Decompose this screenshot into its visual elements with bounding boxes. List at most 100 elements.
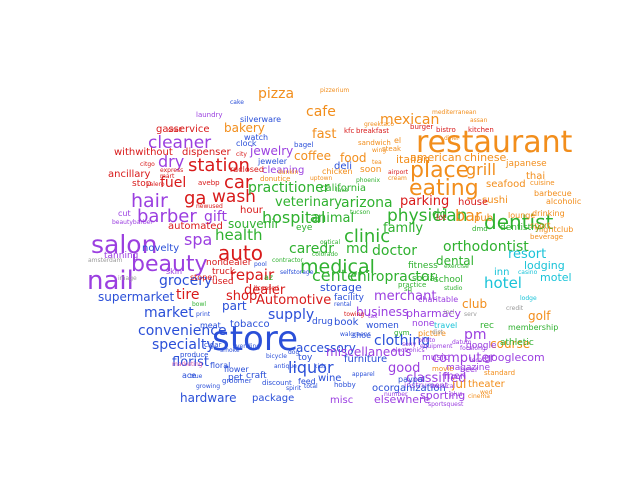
word: convenience [138, 323, 227, 339]
word: dental [436, 254, 474, 268]
word: watch [244, 133, 269, 142]
word: cut [118, 209, 131, 218]
word: package [252, 393, 295, 404]
word: music [422, 353, 449, 363]
word: barber [137, 206, 197, 227]
word: cigar [204, 341, 222, 349]
word: medical [300, 256, 375, 278]
word: travel [434, 321, 458, 330]
word: computer [432, 351, 495, 366]
word: center [312, 266, 364, 285]
word: california [320, 183, 367, 194]
word: chinese [464, 151, 507, 164]
word: membership [508, 323, 559, 332]
word: dmd [472, 225, 488, 233]
word: bagel [294, 141, 314, 149]
word: towing [344, 311, 365, 318]
word: craft [246, 371, 267, 381]
word: health [215, 226, 263, 244]
word: tea [372, 159, 382, 166]
word: airport [388, 169, 409, 176]
word: automated [168, 221, 223, 232]
word: mediterranean [432, 109, 477, 116]
word: misc [330, 395, 354, 406]
word: amsterdam [88, 257, 123, 264]
word: photo [418, 337, 436, 344]
word: total [304, 383, 318, 390]
word: food [340, 151, 367, 165]
word: good [388, 361, 421, 376]
word: merchant [374, 289, 437, 304]
word: stop [132, 179, 152, 189]
word: pet [228, 373, 243, 383]
word: google [466, 341, 497, 351]
word: withwithout [114, 147, 173, 158]
word: flower [224, 365, 249, 374]
word: eating [409, 176, 479, 201]
word: veterinary [275, 195, 342, 210]
word: cleaning [262, 165, 305, 176]
word: ace [182, 371, 197, 380]
word: japanese [506, 159, 547, 169]
word: alcoholic [546, 197, 582, 206]
word: men [444, 371, 467, 382]
word: specialty [152, 337, 215, 353]
word: casino [518, 269, 538, 276]
word: discount [262, 379, 292, 387]
word: cleaner [148, 133, 212, 153]
word: toy [298, 353, 313, 363]
word: sandwich [358, 139, 391, 147]
word: florist [172, 355, 209, 370]
word: mart [160, 173, 175, 180]
word: colorado [312, 251, 338, 258]
word: assan [470, 117, 488, 124]
word: jewelry [250, 144, 294, 158]
word: social [412, 274, 438, 284]
word: ocorganization [372, 383, 446, 394]
word: athletic [500, 338, 534, 348]
word: dog [288, 349, 300, 356]
word: shop [226, 289, 258, 304]
word: station [188, 155, 250, 176]
word: book [334, 317, 359, 328]
word: silverware [240, 115, 282, 124]
word: number [384, 391, 408, 398]
word: practice [398, 281, 427, 289]
word: steak [382, 145, 402, 153]
word: hair [131, 190, 168, 212]
word: dry [158, 152, 185, 171]
word: house [458, 197, 489, 208]
word: drug [312, 317, 333, 327]
word: cake [230, 99, 244, 106]
word: seafood [486, 179, 526, 190]
word: chicken [322, 167, 353, 176]
word: optical [320, 239, 341, 246]
word: kids [314, 363, 327, 370]
word: hotel [484, 274, 522, 292]
word: nightclub [536, 225, 574, 234]
word: chiropractor [350, 269, 436, 285]
word: cream [388, 175, 407, 182]
word: credit [506, 305, 524, 312]
word: beer [460, 365, 479, 374]
word: hardware [180, 391, 237, 405]
word: studio [444, 285, 463, 292]
word: laundry [196, 111, 223, 119]
word: apparel [352, 371, 375, 378]
word: pizzerium [320, 87, 350, 94]
word: women [366, 321, 399, 331]
word: picture [418, 329, 446, 338]
word: image [118, 275, 137, 282]
word: focalong [460, 345, 486, 352]
word: market [144, 305, 194, 321]
word: thai [526, 171, 546, 182]
word: inn [494, 267, 510, 278]
word: jul [452, 377, 467, 391]
word: auto [218, 241, 264, 265]
word: md [346, 241, 369, 257]
word: Automotive [256, 293, 332, 308]
word: facility [334, 293, 364, 303]
word: walgreens [340, 331, 371, 338]
word: store [212, 319, 298, 359]
